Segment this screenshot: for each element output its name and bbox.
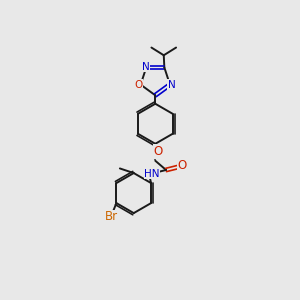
- Text: O: O: [134, 80, 142, 90]
- Text: HN: HN: [145, 169, 160, 179]
- Text: Br: Br: [105, 211, 118, 224]
- Text: N: N: [168, 80, 176, 90]
- Text: N: N: [142, 62, 149, 72]
- Text: O: O: [178, 159, 187, 172]
- Text: O: O: [154, 145, 163, 158]
